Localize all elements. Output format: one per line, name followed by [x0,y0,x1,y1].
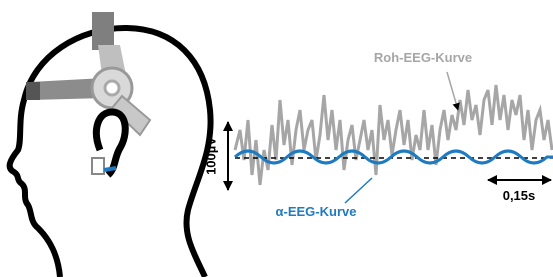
eeg-diagram: 100µV 0,15s Roh-EEG-Kurve α-EEG-Kurve [0,0,553,277]
amplitude-label: 100µV [203,137,218,175]
alpha-pointer [345,178,372,203]
hub-center [105,81,119,95]
time-label: 0,15s [503,188,536,203]
alpha-eeg-label: α-EEG-Kurve [276,204,357,219]
ear-sensor [92,158,104,174]
ear-cable [104,168,116,170]
alpha-eeg-curve [235,151,553,163]
headset-front-tip [26,82,40,100]
raw-eeg-label: Roh-EEG-Kurve [374,50,472,65]
headset-top [92,12,114,50]
raw-pointer [447,72,458,110]
raw-eeg-curve [235,85,552,185]
